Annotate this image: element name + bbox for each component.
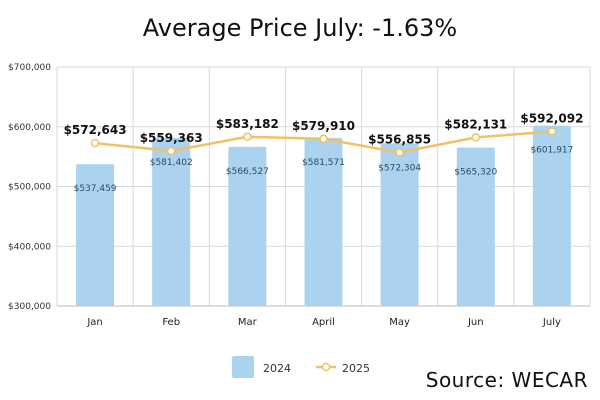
line-value-label: $592,092 xyxy=(520,111,583,125)
line-value-label: $579,910 xyxy=(292,119,355,133)
y-tick-label: $700,000 xyxy=(8,63,51,73)
x-tick-label: Mar xyxy=(238,317,258,328)
bar-value-label: $601,917 xyxy=(530,146,573,156)
x-tick-label: July xyxy=(542,317,561,328)
bar-2024 xyxy=(456,147,495,306)
line-value-label: $582,131 xyxy=(444,117,507,131)
bar-2024 xyxy=(304,137,343,306)
point-2025 xyxy=(90,138,100,148)
bar-value-label: $537,459 xyxy=(74,184,117,194)
legend-swatch-2024 xyxy=(232,356,254,378)
legend-marker-2025 xyxy=(321,362,331,372)
point-2025 xyxy=(243,132,252,142)
point-2025 xyxy=(547,127,557,136)
x-tick-label: Jun xyxy=(467,317,484,328)
source-label: Source: WECAR xyxy=(425,368,588,392)
bar-2024 xyxy=(76,164,115,306)
line-value-label: $572,643 xyxy=(64,123,127,137)
bar-2024 xyxy=(228,146,267,306)
bar-value-label: $581,402 xyxy=(150,158,193,168)
bar-2024 xyxy=(152,137,191,306)
x-tick-label: Jan xyxy=(86,317,102,328)
line-value-label: $559,363 xyxy=(140,131,203,145)
line-value-label: $556,855 xyxy=(368,133,431,147)
point-2025 xyxy=(471,133,481,142)
legend-label-2025: 2025 xyxy=(342,362,370,375)
line-value-label: $583,182 xyxy=(216,117,279,131)
chart-title: Average Price July: -1.63% xyxy=(142,14,458,42)
bar-value-label: $572,304 xyxy=(378,163,421,173)
legend-label-2024: 2024 xyxy=(263,362,291,375)
point-2025 xyxy=(166,146,176,156)
x-tick-label: May xyxy=(389,317,410,328)
y-tick-label: $300,000 xyxy=(8,302,51,312)
point-2025 xyxy=(319,134,328,144)
bar-2024 xyxy=(380,143,419,306)
y-tick-label: $400,000 xyxy=(8,242,51,252)
bar-2024 xyxy=(532,125,571,307)
bar-value-label: $566,527 xyxy=(226,167,269,177)
bar-value-label: $581,571 xyxy=(302,158,345,168)
bar-value-label: $565,320 xyxy=(454,167,497,177)
x-tick-label: Feb xyxy=(162,317,180,328)
point-2025 xyxy=(395,148,404,157)
x-tick-label: April xyxy=(312,317,335,328)
y-tick-label: $600,000 xyxy=(8,123,51,133)
y-tick-label: $500,000 xyxy=(8,183,51,193)
